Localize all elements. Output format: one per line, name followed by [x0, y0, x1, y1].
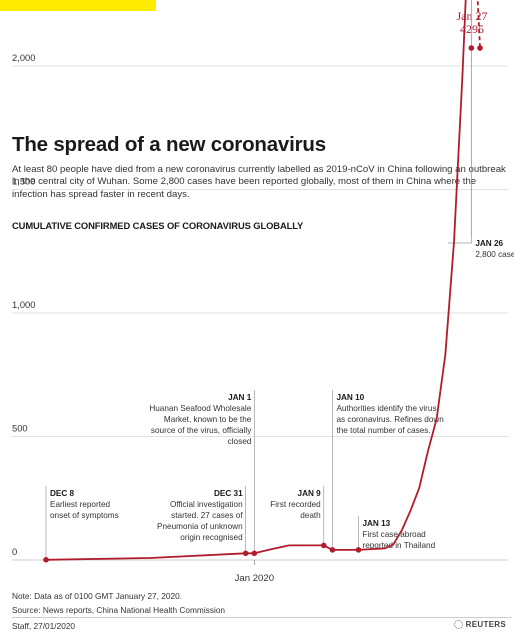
annotation-text: Market, known to be the [164, 415, 252, 424]
y-tick-label: 0 [12, 546, 17, 557]
brand-bar [0, 0, 156, 11]
data-point [477, 45, 483, 51]
y-tick-label: 2,000 [12, 52, 35, 63]
annotation-text: death [300, 511, 321, 520]
reuters-wordmark: REUTERS [465, 620, 506, 629]
point-layer [43, 45, 483, 563]
data-point [242, 550, 249, 557]
chart-title: The spread of a new coronavirus [12, 133, 326, 156]
annotation-text: reported in Thailand [362, 541, 435, 550]
annotation-layer: DEC 8 Earliest reported onset of symptoms D… [45, 0, 514, 560]
series-line [45, 0, 467, 561]
annotation-text: First recorded [270, 500, 321, 509]
annotation-text: started. 27 cases of [171, 511, 243, 520]
annotation-text: source of the virus, officially [151, 426, 252, 435]
data-point [251, 550, 258, 557]
data-point [320, 542, 327, 549]
annotation-text: onset of symptoms [50, 511, 119, 520]
annotation-text: Earliest reported [50, 500, 111, 509]
reuters-logo-icon [453, 620, 463, 629]
annotation-text: the total number of cases. [336, 426, 430, 435]
annotation-head: DEC 31 [214, 489, 243, 498]
footer-divider [12, 617, 512, 618]
annotation-text: Official investigation [170, 500, 243, 509]
y-tick-label: 1,000 [12, 299, 35, 310]
data-point [468, 45, 475, 51]
annotation-text: as coronavirus. Refines down [336, 415, 444, 424]
annotation-text: Authorities identify the virus [336, 404, 436, 413]
data-point [43, 556, 49, 563]
annotation-text: origin recognised [180, 533, 243, 542]
annotation-text: Pneumonia of unknown [157, 522, 243, 531]
peak-value: 4295 [460, 22, 484, 36]
data-point [355, 547, 362, 553]
annotation-head: JAN 9 [298, 489, 322, 498]
data-point [329, 547, 336, 553]
staff-credit: Staff, 27/01/2020 [12, 621, 76, 631]
x-tick-label: Jan 2020 [235, 573, 274, 584]
annotation-head: DEC 8 [50, 489, 75, 498]
source-text: Source: News reports, China National Hea… [12, 605, 226, 615]
annotation-head: JAN 10 [336, 393, 364, 402]
annotation-head: JAN 1 [228, 393, 252, 402]
chart-heading: CUMULATIVE CONFIRMED CASES OF CORONAVIRU… [12, 220, 304, 231]
annotation-text: closed [228, 437, 252, 446]
y-tick-label: 1,500 [12, 176, 35, 187]
series-line-dashed [476, 0, 481, 49]
y-tick-label: 500 [12, 423, 28, 434]
annotation-text: 2,800 cases reported globally [475, 250, 514, 259]
annotation-connector [448, 0, 472, 244]
annotation-text: Huanan Seafood Wholesale [149, 404, 251, 413]
note-text: Note: Data as of 0100 GMT January 27, 20… [12, 591, 183, 601]
intro-text: At least 80 people have died from a new … [12, 164, 506, 200]
line-layer [45, 0, 481, 561]
annotation-head: JAN 13 [362, 519, 390, 528]
reuters-logo: REUTERS [453, 620, 506, 629]
annotation-text: First case abroad [362, 530, 426, 539]
annotation-head: JAN 26 [475, 239, 503, 248]
